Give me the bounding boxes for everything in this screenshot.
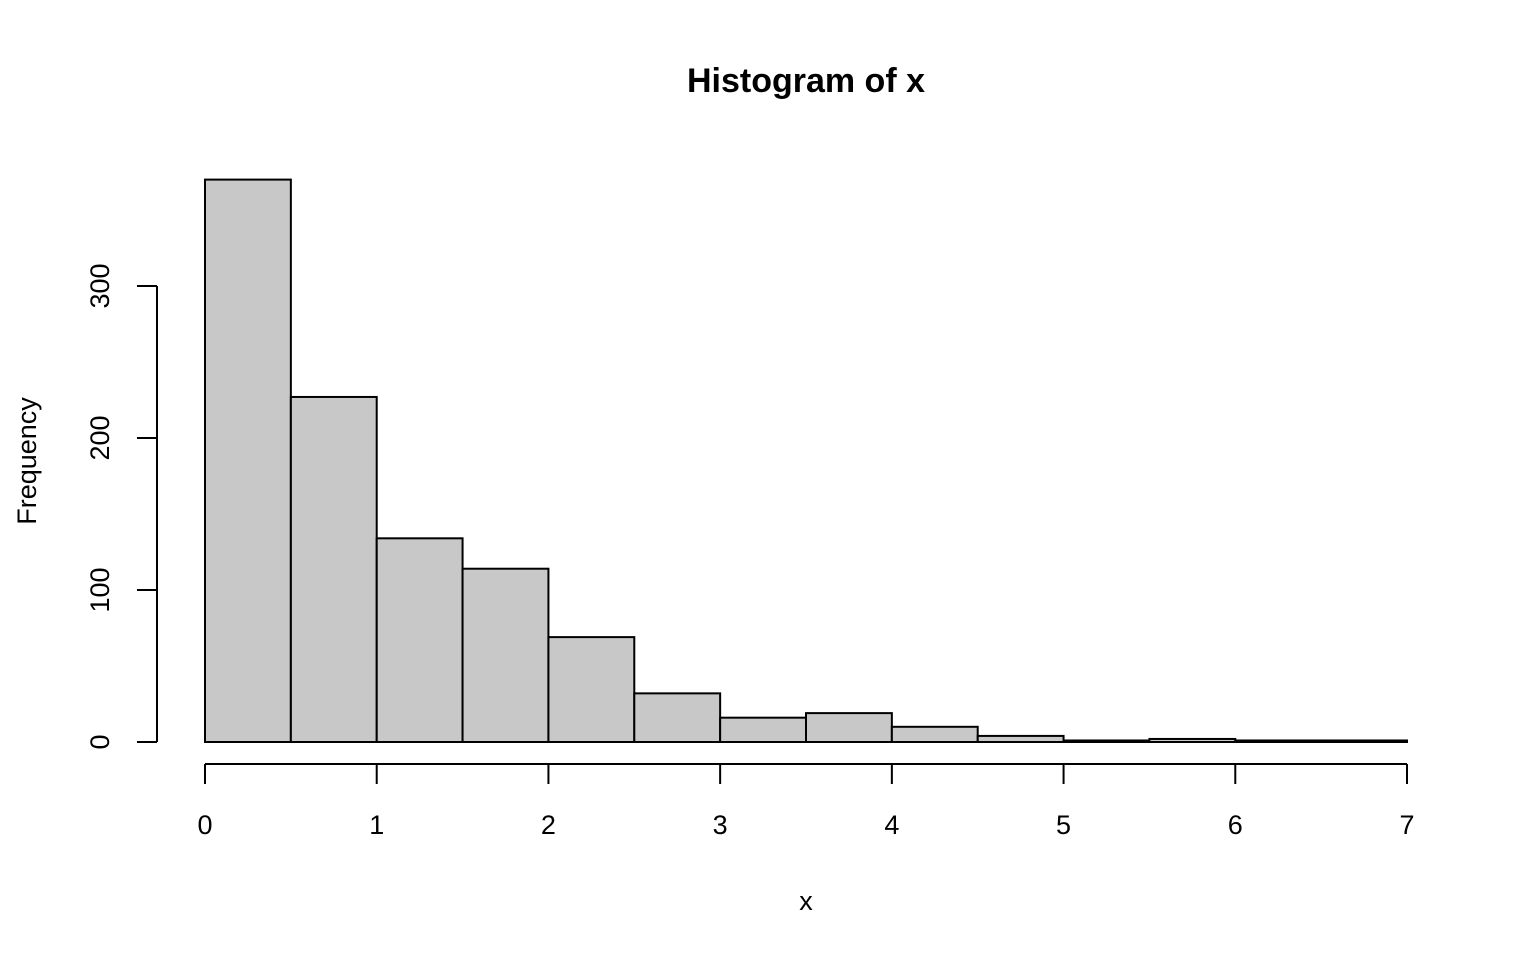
histogram-bar-7 [805, 712, 893, 743]
x-axis-label: x [799, 886, 813, 916]
x-tick-label-1: 1 [369, 810, 384, 840]
histogram-bar-11 [1148, 737, 1237, 744]
y-axis: 0 100 200 300 [85, 263, 158, 750]
histogram-bar-0 [204, 178, 292, 744]
y-tick-label-3: 300 [85, 263, 115, 308]
y-tick-label-2: 200 [85, 415, 115, 460]
x-tick-label-2: 2 [541, 810, 556, 840]
x-tick-label-5: 5 [1056, 810, 1071, 840]
histogram-bar-5 [633, 692, 722, 743]
histogram-bar-12 [1234, 739, 1323, 743]
histogram-bar-13 [1320, 739, 1408, 743]
x-tick-label-7: 7 [1399, 810, 1414, 840]
histogram-bar-2 [375, 537, 464, 743]
histogram-bar-1 [289, 395, 378, 743]
histogram-bar-6 [719, 716, 808, 743]
x-tick-label-0: 0 [197, 810, 212, 840]
y-tick-label-1: 100 [85, 567, 115, 612]
histogram-bar-4 [547, 636, 636, 743]
histogram-bar-9 [976, 734, 1065, 743]
histogram-bar-3 [461, 567, 550, 743]
histogram-bar-10 [1062, 739, 1151, 743]
y-tick-label-0: 0 [85, 734, 115, 749]
histogram-bars [204, 178, 1408, 744]
chart-title: Histogram of x [687, 62, 925, 100]
histogram-bar-8 [890, 725, 979, 743]
x-tick-label-3: 3 [713, 810, 728, 840]
x-tick-label-6: 6 [1228, 810, 1243, 840]
y-axis-label: Frequency [12, 397, 42, 525]
x-axis: 0 1 2 3 4 5 6 7 [197, 763, 1415, 840]
x-tick-label-4: 4 [884, 810, 899, 840]
